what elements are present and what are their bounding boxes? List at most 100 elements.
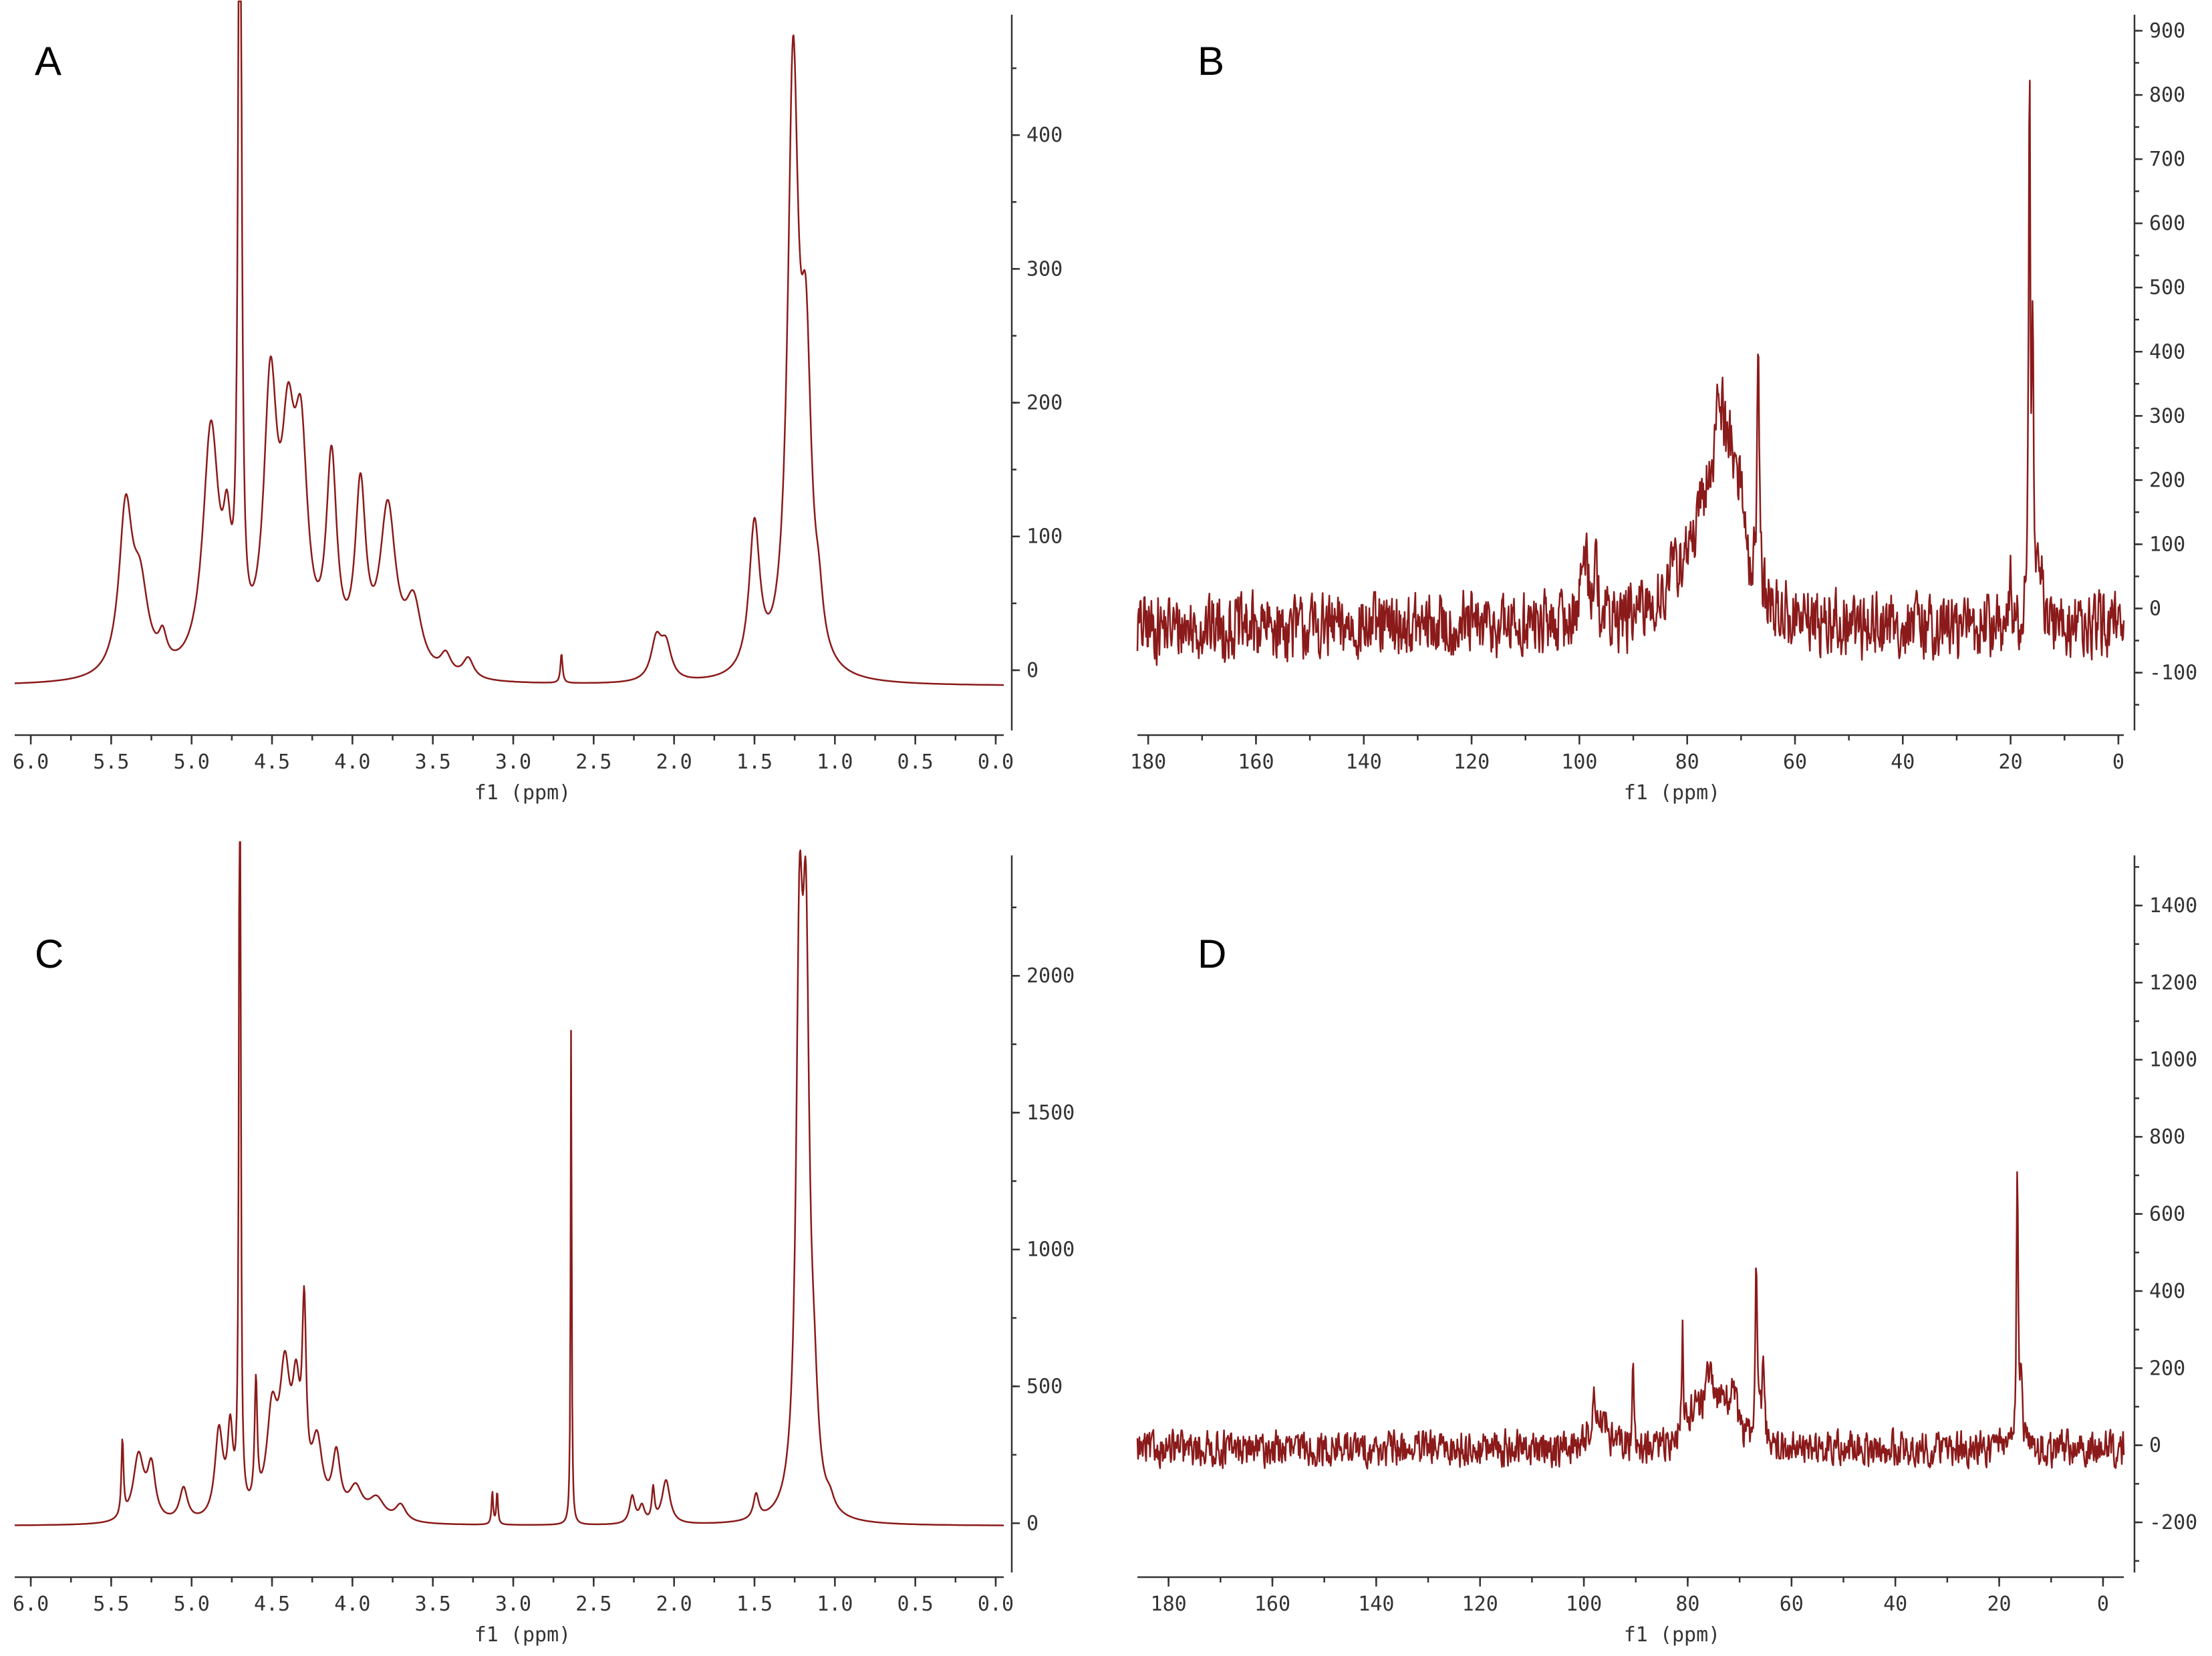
y-tick-label: 400	[2149, 1280, 2185, 1303]
y-tick-label: 600	[2149, 1203, 2185, 1226]
x-tick-label: 0	[2097, 1593, 2109, 1616]
y-tick-label: 1000	[2149, 1049, 2197, 1072]
y-tick-label: 800	[2149, 1125, 2185, 1149]
panel-d-x-axis-title: f1 (ppm)	[1624, 1623, 1721, 1647]
x-tick-label: 4.0	[334, 1593, 370, 1616]
y-tick-label: 500	[2149, 276, 2185, 299]
panel-c-x-ticks: 6.0 5.5 5.0 4.5 4.0 3.5 3.0 2.5 2.0 1.5 1.0 0.5 0.0	[13, 1577, 1014, 1616]
y-tick-label: 1000	[1026, 1238, 1075, 1262]
x-tick-label: 5.5	[93, 750, 129, 774]
panel-d-y-ticks: -200 0 200 400 600 800 1000 1200 1400	[2134, 866, 2197, 1562]
y-tick-label: 400	[2149, 340, 2185, 364]
y-tick-label: -100	[2149, 662, 2197, 685]
y-tick-label: 700	[2149, 148, 2185, 171]
x-tick-label: 6.0	[13, 1593, 49, 1616]
panel-a: A 6.0 5.5 5.0 4.5 4.0 3.5 3.0 2.5 2.0 1.5 1.0 0.5 0.…	[13, 0, 1063, 805]
x-tick-label: 80	[1675, 750, 1699, 774]
x-tick-label: 1.5	[736, 750, 773, 774]
x-tick-label: 20	[1987, 1593, 2011, 1616]
y-tick-label: 200	[2149, 1357, 2185, 1380]
spectrum-trace-a	[14, 0, 1004, 686]
y-tick-label: 1400	[2149, 894, 2197, 918]
y-tick-label: 800	[2149, 84, 2185, 107]
y-tick-label: 900	[2149, 19, 2185, 43]
x-tick-label: 1.0	[817, 1593, 853, 1616]
y-tick-label: 200	[2149, 468, 2185, 492]
x-tick-label: 60	[1783, 750, 1807, 774]
panel-a-y-ticks: 0 100 200 300 400	[1012, 67, 1063, 682]
x-tick-label: 0	[2112, 750, 2124, 774]
y-tick-label: 200	[1026, 392, 1063, 415]
x-tick-label: 180	[1151, 1593, 1187, 1616]
y-tick-label: 0	[2149, 1434, 2161, 1458]
y-tick-label: 0	[1026, 1512, 1039, 1535]
x-tick-label: 60	[1780, 1593, 1804, 1616]
x-tick-label: 100	[1566, 1593, 1602, 1616]
x-tick-label: 3.5	[415, 750, 451, 774]
x-tick-label: 160	[1254, 1593, 1290, 1616]
x-tick-label: 0.5	[897, 1593, 934, 1616]
x-tick-label: 5.0	[174, 1593, 210, 1616]
x-tick-label: 3.0	[495, 1593, 531, 1616]
x-tick-label: 5.5	[93, 1593, 129, 1616]
y-tick-label: 100	[2149, 533, 2185, 556]
x-tick-label: 5.0	[174, 750, 210, 774]
x-tick-label: 140	[1358, 1593, 1394, 1616]
y-tick-label: 100	[1026, 525, 1063, 549]
panel-a-x-axis-title: f1 (ppm)	[474, 781, 571, 805]
x-tick-label: 2.0	[656, 750, 692, 774]
x-tick-label: 3.5	[415, 1593, 451, 1616]
x-tick-label: 3.0	[495, 750, 531, 774]
panel-c: C 6.0 5.5 5.0 4.5 4.0 3.5 3.0 2.5 2.0 1.5 1.0 0.5 0.…	[13, 841, 1075, 1647]
x-tick-label: 0.0	[978, 1593, 1014, 1616]
x-tick-label: 1.0	[817, 750, 853, 774]
x-tick-label: 0.5	[897, 750, 934, 774]
x-tick-label: 40	[1891, 750, 1915, 774]
spectrum-trace-c	[14, 841, 1004, 1526]
panel-b-y-ticks: -100 0 100 200 300 400 500 600 700 800 900	[2134, 19, 2197, 706]
panel-c-x-axis-title: f1 (ppm)	[474, 1623, 571, 1647]
y-tick-label: 600	[2149, 212, 2185, 235]
x-tick-label: 140	[1346, 750, 1382, 774]
x-tick-label: 4.5	[254, 750, 290, 774]
y-tick-label: 300	[1026, 257, 1063, 281]
x-tick-label: 1.5	[736, 1593, 773, 1616]
x-tick-label: 40	[1883, 1593, 1907, 1616]
x-tick-label: 0.0	[978, 750, 1014, 774]
panel-c-y-ticks: 0 500 1000 1500 2000	[1012, 906, 1075, 1535]
x-tick-label: 120	[1454, 750, 1490, 774]
y-tick-label: 1200	[2149, 971, 2197, 994]
panel-a-x-ticks: 6.0 5.5 5.0 4.5 4.0 3.5 3.0 2.5 2.0 1.5 1.0 0.5 0.0	[13, 735, 1014, 774]
x-tick-label: 100	[1561, 750, 1597, 774]
panel-a-label: A	[35, 39, 61, 84]
panel-d: D 180 160 140 120 100 80 60 40 20 0 -200020040060…	[1136, 855, 2197, 1647]
panel-d-x-ticks: 180 160 140 120 100 80 60 40 20 0	[1151, 1577, 2109, 1616]
spectrum-trace-d	[1136, 1171, 2125, 1470]
y-tick-label: 0	[2149, 597, 2161, 620]
panel-b-x-axis-title: f1 (ppm)	[1624, 781, 1721, 805]
x-tick-label: 4.0	[334, 750, 370, 774]
y-tick-label: 0	[1026, 659, 1039, 682]
panel-d-label: D	[1198, 932, 1226, 976]
x-tick-label: 6.0	[13, 750, 49, 774]
y-tick-label: -200	[2149, 1511, 2197, 1534]
x-tick-label: 2.5	[575, 1593, 611, 1616]
y-tick-label: 2000	[1026, 964, 1075, 988]
panel-b-label: B	[1198, 39, 1224, 84]
panel-b: B 180 160 140 120 100 80 60 40 20 0 -100010020030…	[1130, 15, 2197, 805]
x-tick-label: 180	[1130, 750, 1166, 774]
spectrum-trace-b	[1136, 80, 2125, 666]
y-tick-label: 1500	[1026, 1101, 1075, 1125]
y-tick-label: 400	[1026, 124, 1063, 147]
x-tick-label: 4.5	[254, 1593, 290, 1616]
y-tick-label: 500	[1026, 1375, 1063, 1399]
x-tick-label: 20	[1999, 750, 2023, 774]
x-tick-label: 160	[1238, 750, 1274, 774]
y-tick-label: 300	[2149, 404, 2185, 428]
x-tick-label: 2.5	[575, 750, 611, 774]
x-tick-label: 120	[1462, 1593, 1498, 1616]
panel-b-x-ticks: 180 160 140 120 100 80 60 40 20 0	[1130, 735, 2124, 774]
panel-c-label: C	[35, 932, 63, 976]
